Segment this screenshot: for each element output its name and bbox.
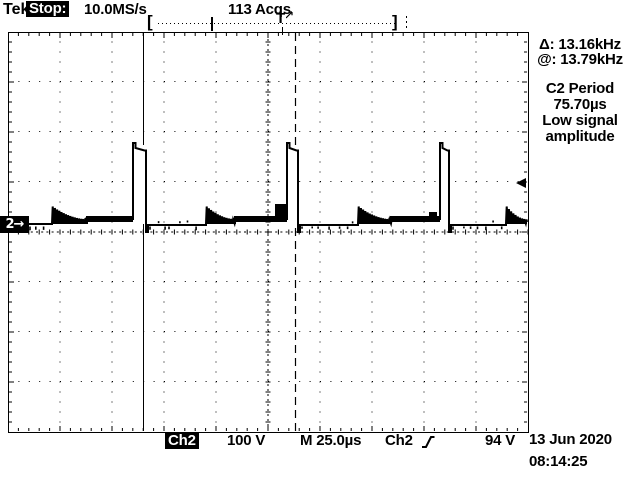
waveform-pulse-interiors	[134, 145, 448, 224]
cursor-delta-readout: Δ: 13.16kHz	[539, 36, 621, 53]
record-view-center-tick	[211, 17, 213, 31]
record-view-line	[158, 23, 396, 24]
trigger-source-readout: Ch2	[385, 432, 413, 449]
brand-logo: Tek	[3, 1, 30, 18]
acquisition-status-badge: Stop:	[26, 1, 70, 17]
waveform-noise-blips	[29, 220, 503, 231]
acquisition-count: 113 Acqs	[228, 1, 291, 18]
graticule-display	[8, 32, 529, 433]
record-view-cursor-tick	[406, 16, 407, 31]
date-readout: 13 Jun 2020	[529, 431, 612, 448]
trigger-slope-icon	[422, 436, 435, 448]
trigger-position-marker: T	[276, 10, 285, 27]
time-readout: 08:14:25	[529, 453, 588, 470]
channel2-scale-readout: 100 V	[227, 432, 266, 449]
trigger-marker-arrow-icon	[286, 11, 293, 19]
channel2-badge: Ch2	[165, 433, 199, 449]
record-view-left-bracket: [	[147, 12, 153, 31]
trigger-level-readout: 94 V	[485, 432, 516, 449]
trigger-level-arrow	[516, 178, 526, 188]
trigger-marker-stem	[282, 27, 283, 35]
measurement-line: Low signal	[542, 112, 618, 129]
channel2-ground-marker: 2→	[0, 216, 29, 233]
measurement-line: 75.70µs	[553, 96, 607, 113]
measurement-line: amplitude	[545, 128, 615, 145]
measurement-readout: C2 Period 75.70µs Low signal amplitude	[520, 81, 640, 145]
record-view-right-bracket: ]	[392, 12, 398, 31]
timebase-readout: M 25.0µs	[300, 432, 362, 449]
measurement-line: C2 Period	[545, 80, 615, 97]
cursor-at-readout: @: 13.79kHz	[537, 51, 623, 68]
sample-rate-readout: 10.0MS/s	[84, 1, 147, 18]
waveform-trace	[28, 142, 528, 233]
